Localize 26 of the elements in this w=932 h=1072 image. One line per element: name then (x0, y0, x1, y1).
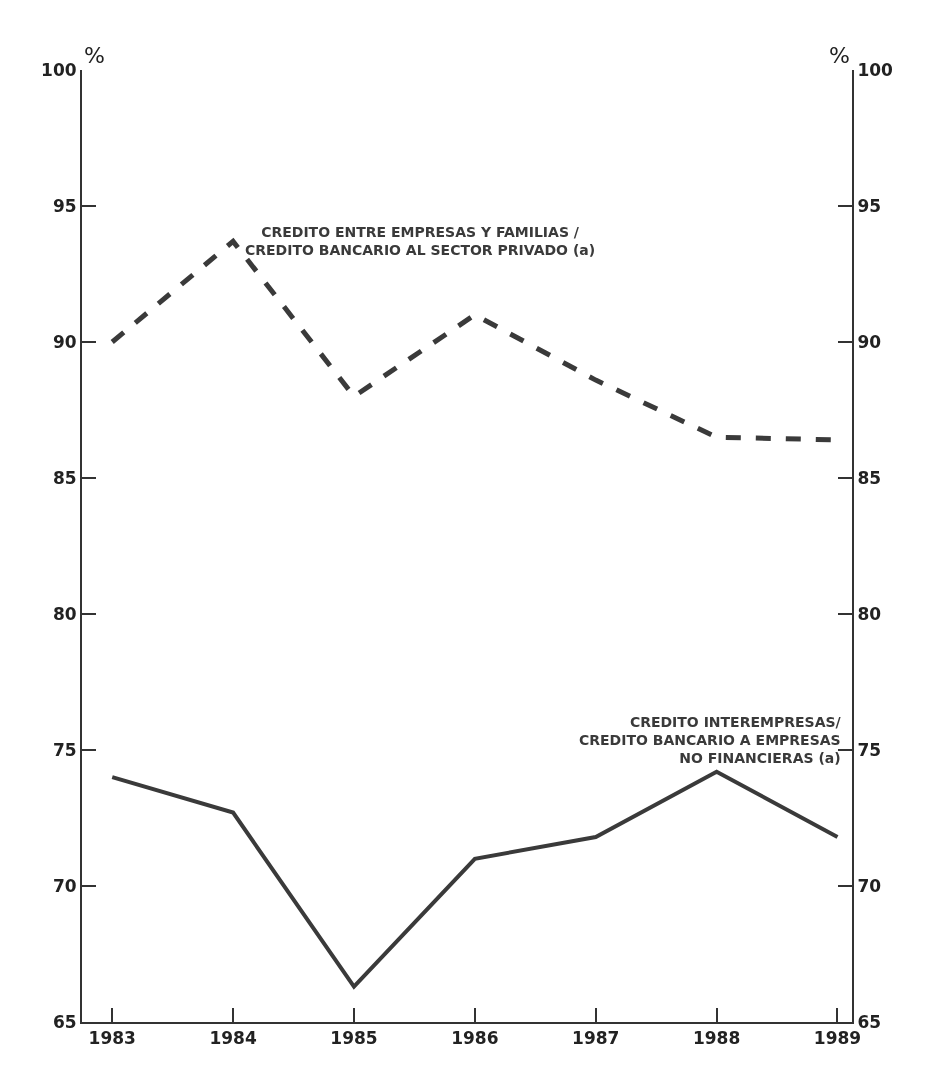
text: CREDITO INTEREMPRESAS/ CREDITO BANCARIO A EMPRESAS NO FINANCIERAS (a) (579, 714, 842, 767)
y-tick-label: 95 (52, 195, 77, 216)
y-tick-label: 100 (41, 59, 77, 80)
x-tick-label: 1986 (451, 1028, 499, 1049)
y-tick-label: 85 (52, 467, 77, 488)
y2-tick-label: 90 (857, 331, 882, 352)
y-axis-title: % (84, 43, 105, 68)
y2-tick-label: 85 (857, 467, 882, 488)
y-tick-label: 65 (52, 1011, 77, 1032)
x-tick-label: 1983 (88, 1028, 136, 1049)
y-tick-label: 90 (52, 331, 77, 352)
y2-tick-label: 95 (857, 195, 882, 216)
y2-tick-label: 80 (857, 603, 882, 624)
x-tick-label: 1988 (692, 1028, 741, 1049)
series-label: CREDITO ENTRE EMPRESAS Y FAMILIAS / CREDITO BANCARIO AL SECTOR PRIVADO (a) (245, 224, 596, 259)
y-tick-label: 75 (52, 739, 77, 760)
y2-tick-label: 75 (857, 739, 882, 760)
line-series (110, 769, 840, 989)
x-tick-label: 1985 (330, 1028, 378, 1049)
x-tick-label: 1984 (209, 1028, 257, 1049)
y2-tick-label: 70 (857, 875, 882, 896)
y-tick-label: 80 (52, 603, 77, 624)
y2-tick-label: 100 (857, 59, 894, 80)
x-tick-label: 1987 (572, 1028, 620, 1049)
y2-axis-title: % (829, 43, 850, 68)
y-tick-label: 70 (52, 875, 77, 896)
